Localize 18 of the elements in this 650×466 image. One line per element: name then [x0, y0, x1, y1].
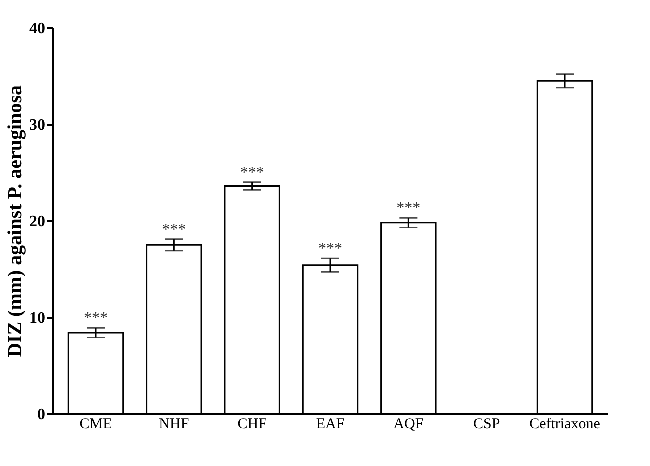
x-tick-label: Ceftriaxone	[530, 416, 601, 432]
x-tick-label: CHF	[238, 416, 267, 432]
annotation: ***	[318, 240, 342, 258]
x-tick-label: CME	[80, 416, 112, 432]
y-tick-label: 10	[30, 310, 46, 327]
x-tick-label: AQF	[394, 416, 424, 432]
x-tick-label: CSP	[473, 416, 500, 432]
annotation: ***	[240, 164, 264, 182]
x-tick-label: EAF	[316, 416, 345, 432]
y-tick-label: 20	[30, 214, 46, 230]
y-axis-title: DIZ (mm) against P. aeruginosa	[4, 85, 26, 358]
annotation: ***	[84, 310, 108, 328]
x-tick-label: NHF	[159, 416, 190, 432]
annotation: ***	[396, 200, 421, 218]
y-tick-label: 0	[38, 406, 46, 424]
y-tick-label: 30	[30, 117, 46, 134]
y-tick-label: 40	[30, 20, 46, 38]
annotation: ***	[162, 221, 186, 238]
